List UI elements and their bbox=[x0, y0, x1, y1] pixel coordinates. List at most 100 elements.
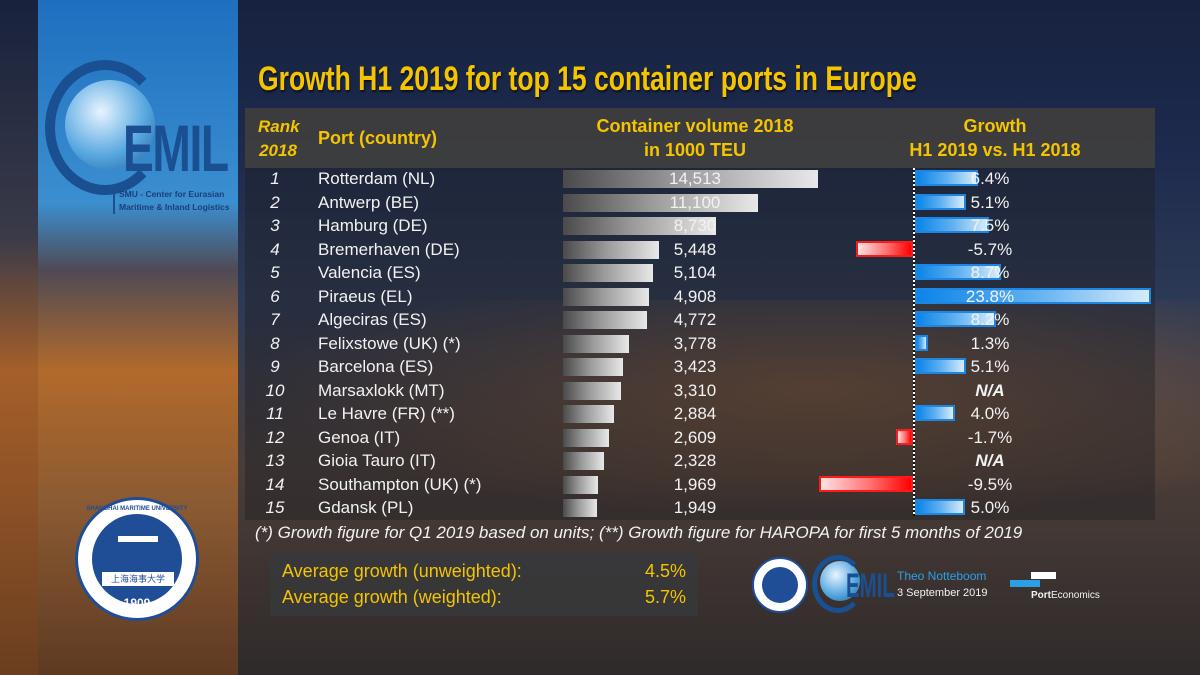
growth-bar-positive bbox=[915, 193, 966, 210]
port-name: Gioia Tauro (IT) bbox=[318, 451, 436, 470]
cemil-subtitle-line2: Maritime & Inland Logistics bbox=[119, 202, 230, 212]
porteconomics-logo-text: PortEconomics bbox=[1031, 590, 1100, 601]
volume-bar bbox=[563, 381, 622, 400]
table-row: 5 Valencia (ES) 5,104 8.7% bbox=[245, 261, 1155, 284]
growth-bar-negative bbox=[856, 240, 913, 257]
smu-year: 1909 bbox=[123, 596, 151, 610]
average-weighted-label: Average growth (weighted): bbox=[282, 587, 502, 607]
footnote: (*) Growth figure for Q1 2019 based on u… bbox=[255, 523, 1023, 542]
volume-bar bbox=[563, 334, 630, 353]
volume-label: 1,969 bbox=[673, 474, 717, 494]
growth-label: 5.1% bbox=[970, 357, 1010, 376]
cemil-letters: EMIL bbox=[123, 111, 229, 185]
cemil-subtitle: SMU - Center for Eurasian Maritime & Inl… bbox=[113, 188, 230, 214]
port-name: Algeciras (ES) bbox=[318, 310, 427, 329]
header-rank-line1: Rank bbox=[258, 117, 300, 136]
growth-bar-positive bbox=[915, 264, 1002, 280]
volume-bar bbox=[563, 217, 717, 235]
growth-label: 5.1% bbox=[970, 192, 1010, 212]
volume-label: 5,448 bbox=[673, 239, 717, 259]
cemil-c-arc bbox=[45, 60, 165, 195]
header-volume-line2: in 1000 TEU bbox=[643, 140, 747, 160]
port-name: Hamburg (DE) bbox=[318, 216, 428, 235]
volume-label: 2,328 bbox=[673, 451, 717, 470]
smu-seal-logo: SHANGHAI MARITIME UNIVERSITY 上海海事大学 1909 bbox=[75, 497, 199, 621]
table-row: 2 Antwerp (BE) 11,100 5.1% bbox=[245, 191, 1155, 214]
growth-bar-positive bbox=[915, 499, 965, 515]
growth-bar-negative bbox=[896, 428, 913, 445]
volume-label: 3,778 bbox=[673, 333, 717, 353]
volume-bar bbox=[563, 264, 653, 282]
volume-bar bbox=[563, 475, 598, 494]
volume-label: 3,310 bbox=[673, 380, 717, 400]
volume-label: 5,104 bbox=[673, 263, 717, 282]
table-row: 8 Felixstowe (UK) (*) 3,778 1.3% bbox=[245, 332, 1155, 355]
footer-cemil-arc bbox=[812, 555, 864, 613]
table-row: 11 Le Havre (FR) (**) 2,884 4.0% bbox=[245, 402, 1155, 425]
table-row: 9 Barcelona (ES) 3,423 5.1% bbox=[245, 355, 1155, 378]
growth-bar-positive bbox=[915, 287, 1151, 304]
header-rank: Rank 2018 bbox=[258, 115, 300, 163]
port-name: Southampton (UK) (*) bbox=[318, 474, 482, 494]
growth-label: -9.5% bbox=[967, 474, 1013, 494]
table-row: 12 Genoa (IT) 2,609 -1.7% bbox=[245, 426, 1155, 449]
rank-cell: 4 bbox=[270, 239, 280, 259]
growth-label-na: N/A bbox=[975, 451, 1005, 470]
rank-cell: 14 bbox=[265, 474, 285, 494]
smu-chinese-name: 上海海事大学 bbox=[102, 572, 174, 586]
table-row: 6 Piraeus (EL) 4,908 23.8% bbox=[245, 285, 1155, 308]
volume-label: 2,609 bbox=[673, 427, 717, 447]
port-name: Marsaxlokk (MT) bbox=[318, 380, 445, 400]
port-name: Felixstowe (UK) (*) bbox=[318, 333, 461, 353]
rank-cell: 12 bbox=[265, 427, 285, 447]
volume-bar bbox=[563, 405, 614, 423]
port-name: Rotterdam (NL) bbox=[318, 169, 436, 188]
rank-cell: 1 bbox=[270, 169, 280, 188]
averages-box: Average growth (unweighted): 4.5% Averag… bbox=[270, 553, 698, 616]
rank-cell: 2 bbox=[270, 192, 280, 212]
growth-label: 8.7% bbox=[970, 263, 1010, 282]
port-name: Antwerp (BE) bbox=[318, 192, 420, 212]
growth-bar-positive bbox=[915, 405, 955, 421]
growth-label: 7.5% bbox=[970, 216, 1010, 235]
table-row: 13 Gioia Tauro (IT) 2,328 N/A bbox=[245, 449, 1155, 472]
growth-bar-positive bbox=[915, 358, 966, 374]
volume-bar bbox=[563, 311, 647, 329]
port-name: Valencia (ES) bbox=[318, 263, 421, 282]
porteconomics-bold: Port bbox=[1031, 590, 1051, 601]
growth-label: 1.3% bbox=[970, 333, 1010, 353]
cemil-subtitle-line1: SMU - Center for Eurasian bbox=[119, 189, 225, 199]
volume-bar bbox=[563, 358, 624, 376]
port-name: Gdansk (PL) bbox=[318, 498, 414, 517]
volume-label: 3,423 bbox=[673, 357, 717, 376]
header-port: Port (country) bbox=[318, 128, 437, 148]
table-row: 14 Southampton (UK) (*) 1,969 -9.5% bbox=[245, 473, 1155, 496]
table-row: 10 Marsaxlokk (MT) 3,310 N/A bbox=[245, 379, 1155, 402]
footer-cemil-letters: EMIL bbox=[846, 567, 895, 605]
volume-label: 14,513 bbox=[669, 169, 721, 188]
growth-bar-negative bbox=[818, 475, 913, 492]
port-name: Piraeus (EL) bbox=[318, 286, 413, 306]
rank-cell: 8 bbox=[270, 333, 280, 353]
rank-cell: 9 bbox=[270, 357, 280, 376]
volume-bar bbox=[563, 499, 598, 517]
volume-bar bbox=[563, 193, 759, 212]
rank-cell: 13 bbox=[265, 451, 285, 470]
port-name: Bremerhaven (DE) bbox=[318, 239, 460, 259]
port-name: Barcelona (ES) bbox=[318, 357, 434, 376]
table-row: 3 Hamburg (DE) 8,730 7.5% bbox=[245, 214, 1155, 237]
publication-date: 3 September 2019 bbox=[897, 587, 988, 599]
table-row: 7 Algeciras (ES) 4,772 8.2% bbox=[245, 308, 1155, 331]
volume-label: 11,100 bbox=[669, 192, 721, 212]
growth-label-na: N/A bbox=[975, 380, 1005, 400]
rank-cell: 15 bbox=[265, 498, 285, 517]
growth-label: -5.7% bbox=[967, 239, 1013, 259]
rank-cell: 11 bbox=[266, 404, 284, 423]
volume-bar bbox=[563, 428, 609, 447]
porteconomics-logo-white-bar bbox=[1031, 572, 1056, 579]
header-growth-line1: Growth bbox=[963, 116, 1027, 136]
average-unweighted-value: 4.5% bbox=[644, 561, 686, 581]
volume-label: 4,772 bbox=[673, 310, 717, 329]
growth-bar-positive bbox=[915, 217, 990, 233]
chart-title: Growth H1 2019 for top 15 container port… bbox=[258, 60, 917, 98]
